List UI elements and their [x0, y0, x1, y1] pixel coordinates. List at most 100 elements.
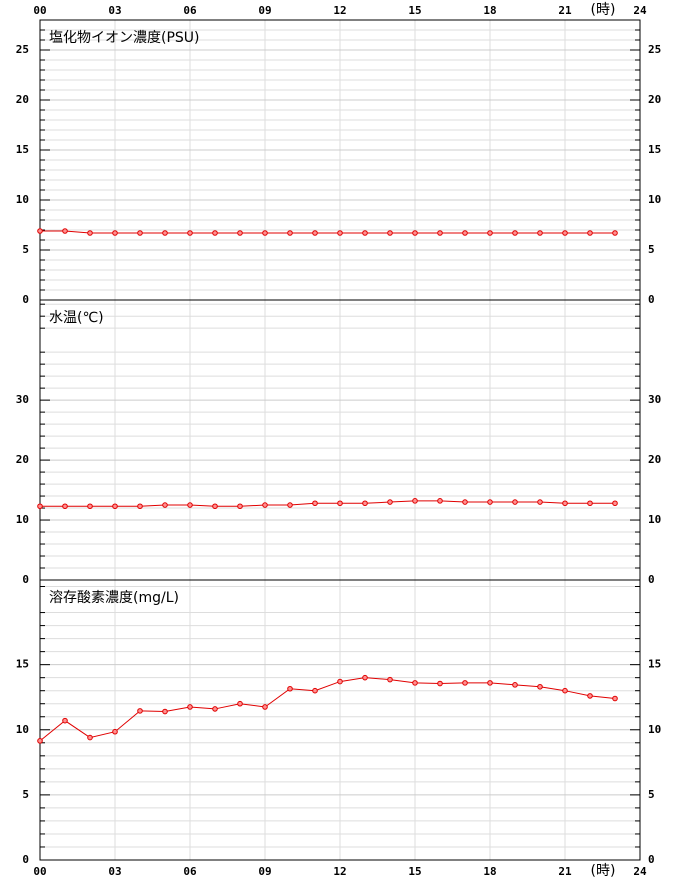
x-tick-label: 12	[333, 4, 346, 17]
data-point	[337, 230, 343, 236]
plot-frame	[39, 579, 641, 861]
data-point	[612, 230, 618, 236]
y-tick-label: 10	[648, 193, 661, 206]
y-tick-label: 10	[16, 513, 29, 526]
data-line	[40, 500, 615, 507]
data-point	[387, 676, 393, 683]
data-point	[387, 499, 393, 505]
data-point	[412, 498, 418, 504]
x-tick-label: 18	[483, 865, 496, 878]
y-tick-label: 5	[22, 243, 29, 256]
x-tick-label: 21	[558, 865, 572, 878]
y-tick-label: 0	[648, 573, 655, 586]
y-tick-label: 10	[16, 723, 29, 736]
data-line	[39, 677, 616, 742]
data-point	[562, 687, 568, 694]
data-point	[412, 230, 418, 236]
data-point	[512, 499, 518, 505]
data-point	[537, 683, 543, 690]
data-point	[412, 680, 418, 686]
data-point	[487, 499, 493, 505]
y-tick-label: 5	[22, 788, 29, 801]
data-point	[337, 678, 343, 685]
data-point	[137, 503, 143, 510]
y-tick-label: 15	[16, 658, 29, 671]
data-point	[87, 230, 93, 236]
data-point	[612, 500, 618, 507]
x-tick-label: 15	[408, 865, 421, 878]
x-axis-label: (時)	[591, 863, 616, 879]
data-point	[512, 230, 518, 236]
y-tick-label: 20	[648, 453, 661, 466]
data-point	[362, 674, 368, 681]
data-point	[487, 680, 493, 686]
data-point	[437, 498, 443, 504]
data-point	[237, 230, 243, 236]
x-tick-label: 00	[33, 4, 46, 17]
data-point	[387, 230, 393, 236]
y-tick-label: 15	[16, 143, 29, 156]
data-point	[212, 230, 218, 236]
data-point	[212, 706, 218, 712]
y-tick-label: 25	[648, 43, 661, 56]
y-tick-label: 0	[22, 853, 29, 866]
data-point	[512, 682, 518, 688]
data-point	[587, 500, 593, 507]
data-point	[237, 503, 243, 510]
x-axis-label: (時)	[591, 2, 616, 18]
y-tick-label: 15	[648, 658, 661, 671]
x-tick-label: 00	[33, 865, 46, 878]
data-point	[62, 228, 68, 234]
data-point	[612, 695, 618, 702]
panel-title: 水温(℃)	[49, 310, 104, 326]
x-tick-label: 21	[558, 4, 572, 17]
data-point	[37, 503, 43, 510]
data-point	[462, 230, 468, 236]
data-point	[187, 704, 193, 710]
y-tick-label: 0	[648, 293, 655, 306]
data-point	[562, 500, 568, 507]
data-point	[437, 230, 443, 236]
data-point	[87, 503, 93, 510]
data-point	[287, 685, 293, 692]
y-tick-label: 5	[648, 243, 655, 256]
y-tick-label: 10	[16, 193, 29, 206]
x-tick-label: 09	[258, 4, 271, 17]
x-tick-label: 24	[633, 4, 647, 17]
x-tick-label: 06	[183, 865, 197, 878]
y-tick-label: 30	[16, 393, 29, 406]
y-tick-label: 5	[648, 788, 655, 801]
data-point	[162, 708, 168, 715]
panel-title: 塩化物イオン濃度(PSU)	[49, 30, 200, 46]
x-tick-label: 09	[258, 865, 271, 878]
data-point	[362, 230, 368, 236]
data-point	[137, 708, 143, 714]
x-tick-label: 18	[483, 4, 496, 17]
data-point	[62, 503, 68, 510]
data-point	[337, 500, 343, 507]
data-point	[312, 500, 318, 507]
data-point	[562, 230, 568, 236]
x-tick-label: 15	[408, 4, 421, 17]
y-tick-label: 0	[22, 573, 29, 586]
data-point	[587, 693, 593, 699]
data-point	[187, 230, 193, 236]
data-point	[537, 499, 543, 505]
data-point	[462, 499, 468, 505]
data-point	[362, 500, 368, 507]
data-line	[40, 230, 615, 234]
data-point	[237, 700, 243, 707]
x-tick-label: 06	[183, 4, 197, 17]
data-point	[262, 502, 268, 508]
data-point	[162, 502, 168, 508]
y-tick-label: 25	[16, 43, 29, 56]
y-tick-label: 20	[16, 453, 29, 466]
x-tick-label: 03	[108, 4, 121, 17]
data-point	[587, 230, 593, 236]
data-point	[287, 502, 293, 508]
data-point	[212, 503, 218, 510]
data-point	[537, 230, 543, 236]
y-tick-label: 10	[648, 723, 661, 736]
data-point	[462, 680, 468, 686]
